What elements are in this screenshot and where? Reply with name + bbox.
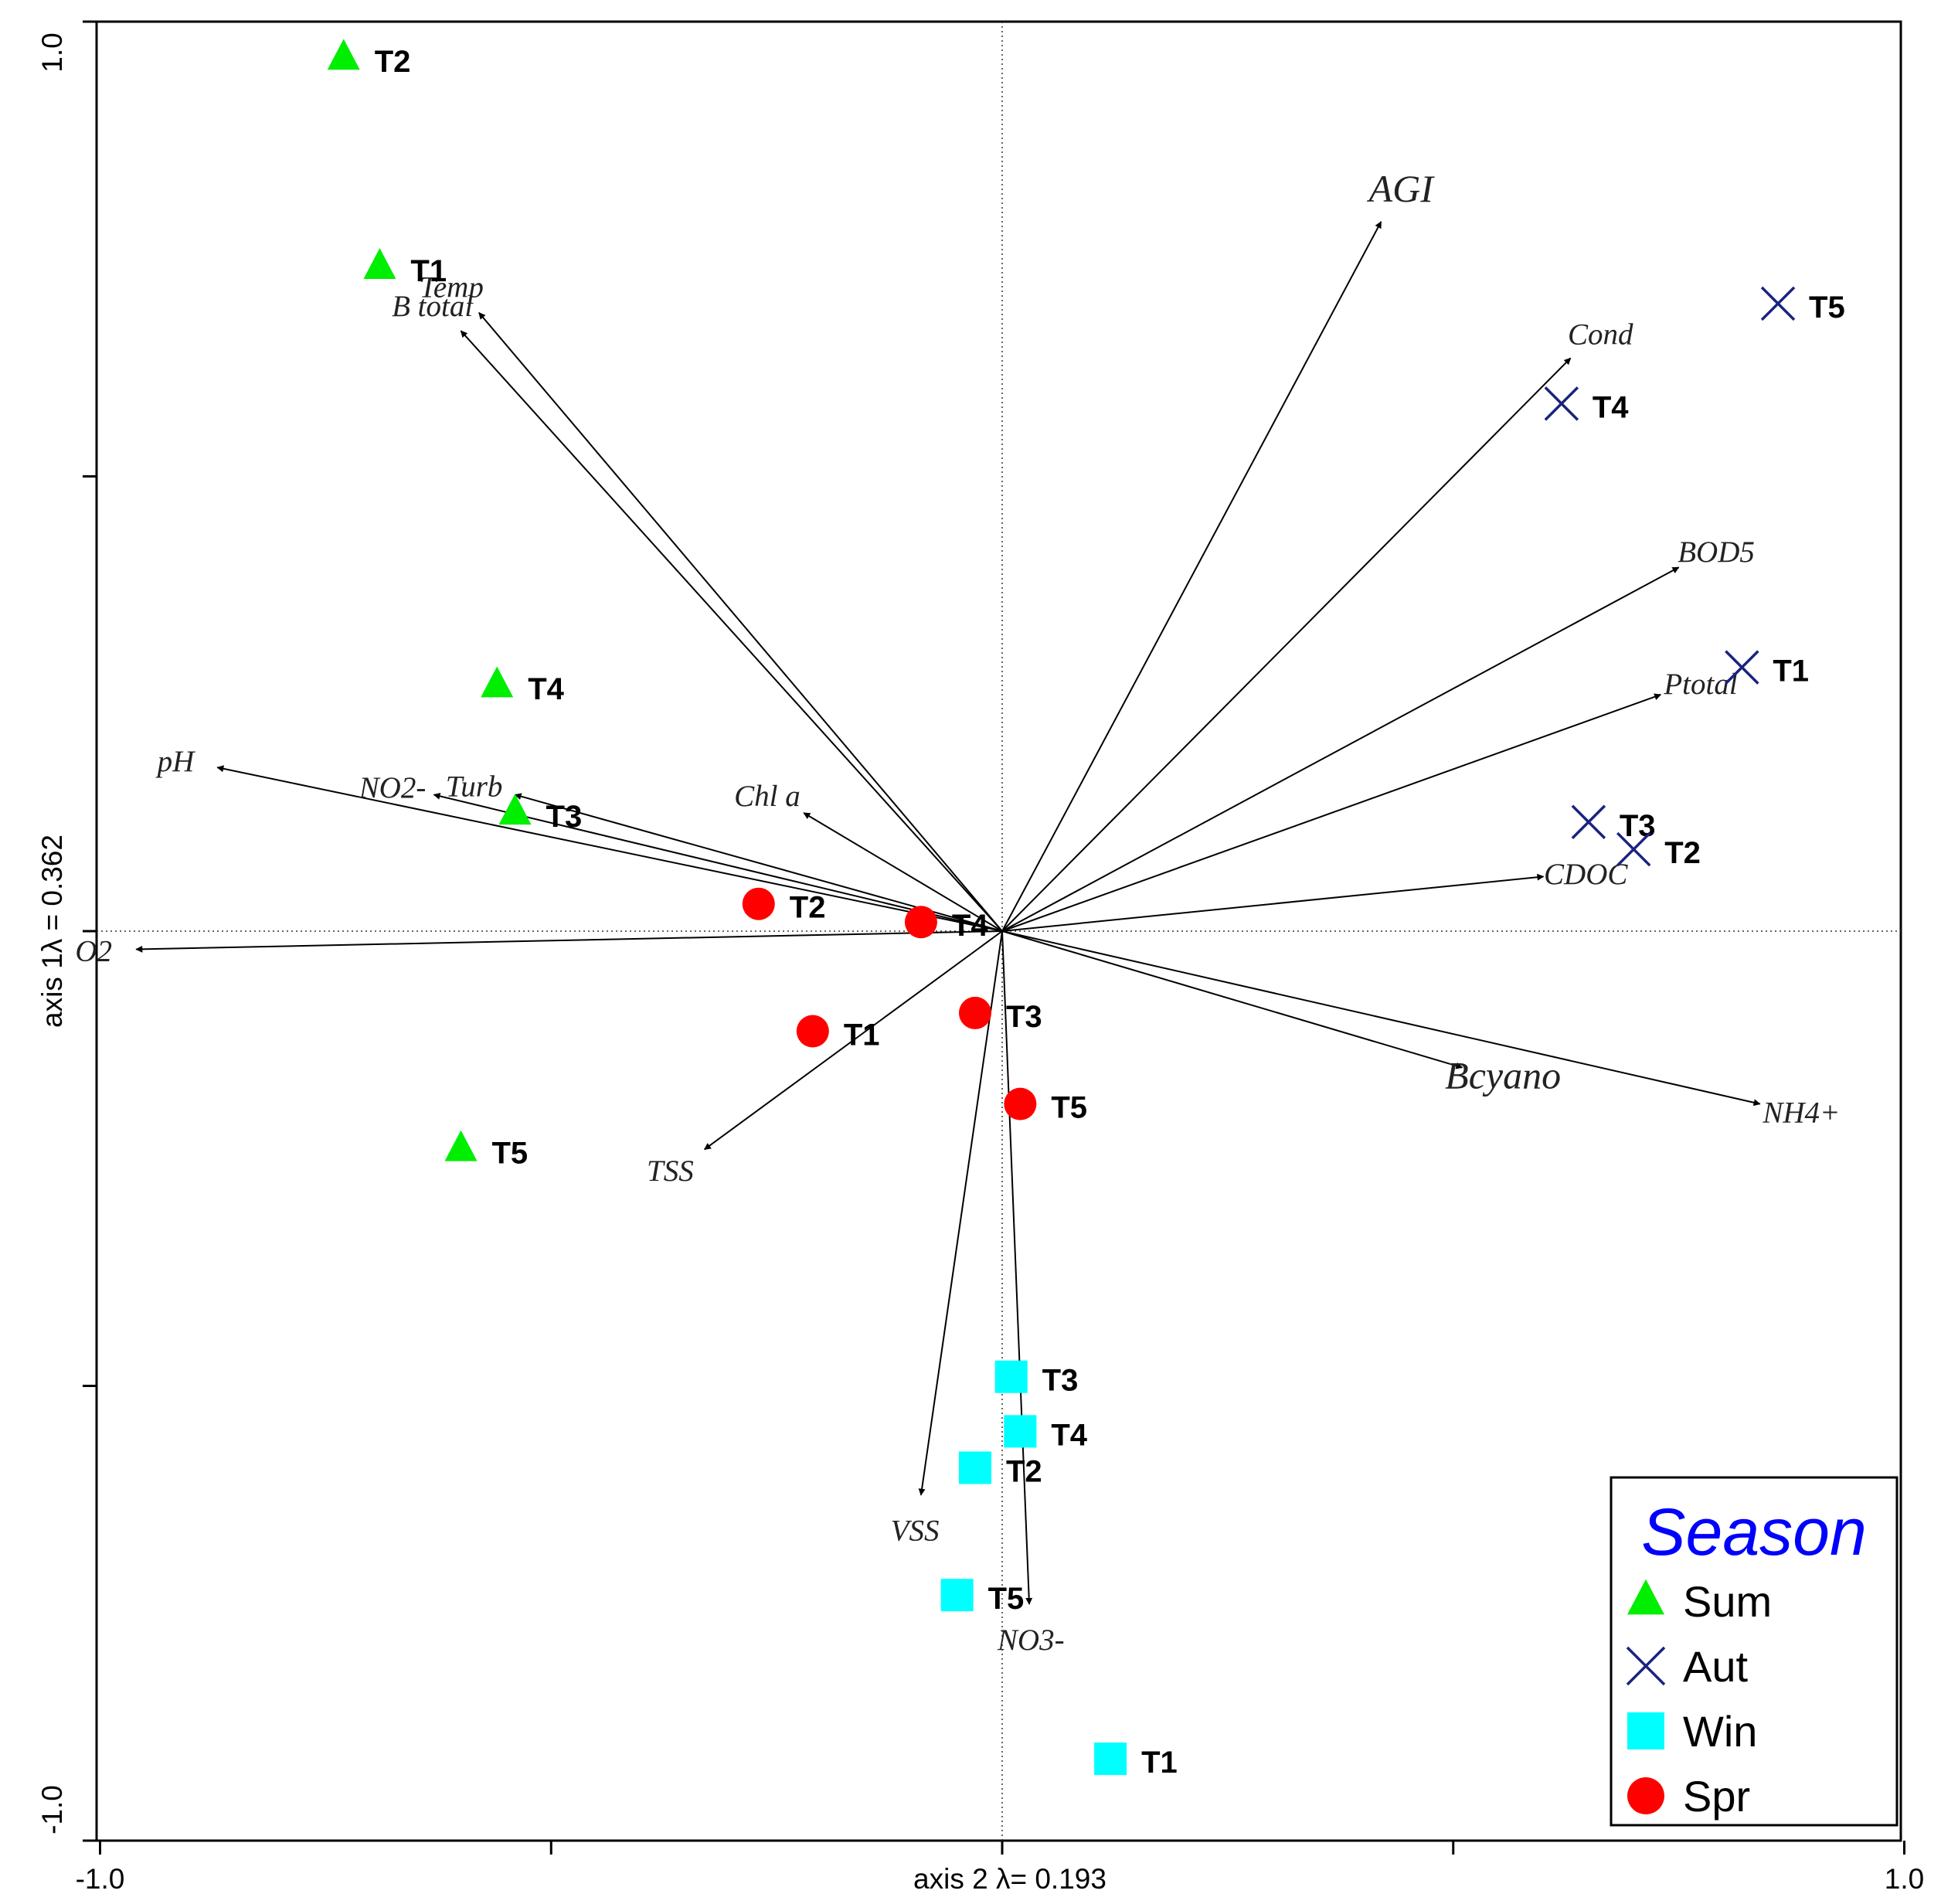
vector-o2 <box>135 930 1003 953</box>
vector-no3 <box>1001 930 1033 1605</box>
point-aut-t2 <box>1616 831 1651 867</box>
vector-label-tss: TSS <box>647 1154 694 1188</box>
legend-aut-label: Aut <box>1683 1642 1748 1691</box>
legend-sum-marker <box>1627 1579 1664 1615</box>
point-spr-t3 <box>958 996 991 1029</box>
point-aut-t1-stroke-b <box>1725 650 1759 685</box>
point-win-t4-label: T4 <box>1051 1418 1087 1452</box>
vector-tss <box>703 930 1003 1151</box>
point-aut-t3 <box>1571 804 1606 839</box>
vector-label-cdoc: CDOC <box>1544 858 1628 891</box>
point-win-t1-label: T1 <box>1141 1746 1178 1780</box>
vector-bod5 <box>1001 566 1680 932</box>
point-spr-t2 <box>742 887 775 920</box>
vector-agi <box>1001 221 1382 932</box>
point-aut-t4-stroke-b <box>1544 386 1579 421</box>
point-win-t5-label: T5 <box>988 1582 1025 1616</box>
vector-bcyano <box>1001 930 1463 1069</box>
point-win-t5 <box>940 1579 974 1612</box>
point-spr-t5-label: T5 <box>1051 1091 1087 1125</box>
legend-aut-marker-stroke-b <box>1626 1646 1666 1686</box>
point-aut-t5-label: T5 <box>1809 291 1845 325</box>
point-aut-t3-stroke-b <box>1571 804 1606 839</box>
legend-spr-marker <box>1627 1777 1664 1814</box>
point-aut-t1-label: T1 <box>1773 654 1809 688</box>
legend-spr-label: Spr <box>1683 1772 1750 1821</box>
point-aut-t2-label: T2 <box>1664 836 1701 870</box>
y-tick-label-min: -1.0 <box>36 1785 68 1834</box>
vector-chl-a <box>803 812 1003 932</box>
point-spr-t4 <box>904 906 937 939</box>
vector-ptotal <box>1001 693 1662 932</box>
vector-label-ptotal: Ptotal <box>1663 668 1737 701</box>
vector-temp <box>478 311 1003 932</box>
point-sum-t2 <box>327 39 360 70</box>
point-win-t4 <box>1004 1415 1037 1448</box>
vector-nh4 <box>1001 930 1761 1107</box>
point-aut-t5-stroke-b <box>1760 286 1796 321</box>
point-aut-t4 <box>1544 386 1579 421</box>
vector-label-b-total: B total <box>392 290 473 323</box>
vector-label-o2: O2 <box>75 934 112 967</box>
point-spr-t1-label: T1 <box>844 1018 880 1052</box>
y-axis-title: axis 1λ = 0.362 <box>36 835 68 1028</box>
series-spr: T2 T4 T3 T1 T5 <box>742 887 1087 1125</box>
vector-label-temp: Temp <box>420 270 484 304</box>
point-aut-t1 <box>1725 650 1759 685</box>
point-sum-t4 <box>481 666 514 698</box>
y-tick-label-max: 1.0 <box>36 32 68 72</box>
vector-label-chl-a: Chl a <box>734 780 801 813</box>
point-spr-t5 <box>1004 1087 1037 1120</box>
point-sum-t4-label: T4 <box>528 672 564 706</box>
vector-label-cond: Cond <box>1568 318 1633 352</box>
vector-label-bcyano: Bcyano <box>1445 1053 1561 1096</box>
point-aut-t4-label: T4 <box>1593 390 1629 424</box>
point-spr-t1 <box>796 1015 829 1048</box>
vector-label-turb: Turb <box>446 770 503 803</box>
point-sum-t2-label: T2 <box>375 45 411 79</box>
series-win: T3 T4 T2 T5 T1 <box>940 1360 1178 1780</box>
point-sum-t5 <box>444 1130 478 1161</box>
point-win-t3-label: T3 <box>1042 1364 1079 1398</box>
legend-sum-label: Sum <box>1683 1577 1772 1626</box>
point-spr-t3-label: T3 <box>1006 1000 1042 1034</box>
vector-no2 <box>433 792 1003 932</box>
vector-label-agi: AGI <box>1367 167 1436 210</box>
point-spr-t2-label: T2 <box>790 891 826 925</box>
legend-aut-marker <box>1626 1646 1666 1686</box>
vector-label-bod5: BOD5 <box>1678 536 1755 569</box>
vector-label-no2: NO2- <box>359 771 427 804</box>
vector-cdoc <box>1001 873 1545 932</box>
point-win-t1 <box>1094 1742 1127 1776</box>
point-win-t3 <box>994 1360 1028 1393</box>
vector-label-no3: NO3- <box>997 1624 1065 1657</box>
point-sum-t3 <box>498 794 532 825</box>
legend-win-marker <box>1627 1712 1664 1749</box>
vector-label-ph: pH <box>155 745 196 778</box>
vector-label-vss: VSS <box>891 1514 940 1547</box>
vector-ph <box>216 765 1003 932</box>
vector-vss <box>918 930 1003 1496</box>
x-tick-label-max: 1.0 <box>1885 1863 1924 1895</box>
vector-label-nh4: NH4+ <box>1762 1096 1840 1130</box>
point-win-t2 <box>958 1451 991 1484</box>
vector-cond <box>1001 357 1572 932</box>
series-sum: T2 T1 T4 T3 T5 <box>327 39 583 1170</box>
point-win-t2-label: T2 <box>1006 1454 1042 1488</box>
point-spr-t4-label: T4 <box>952 909 988 943</box>
point-aut-t5 <box>1760 286 1796 321</box>
legend-win-label: Win <box>1683 1707 1757 1756</box>
vector-b-total <box>460 330 1003 932</box>
legend-title: Season <box>1641 1495 1867 1569</box>
point-sum-t3-label: T3 <box>546 800 583 834</box>
x-tick-label-min: -1.0 <box>76 1863 125 1895</box>
point-aut-t3-label: T3 <box>1620 809 1656 843</box>
point-sum-t5-label: T5 <box>492 1136 529 1170</box>
x-axis-title: axis 2 λ= 0.193 <box>913 1863 1106 1895</box>
point-aut-t2-stroke-b <box>1616 831 1651 867</box>
point-sum-t1-label: T1 <box>410 254 447 288</box>
point-sum-t1 <box>363 248 396 279</box>
